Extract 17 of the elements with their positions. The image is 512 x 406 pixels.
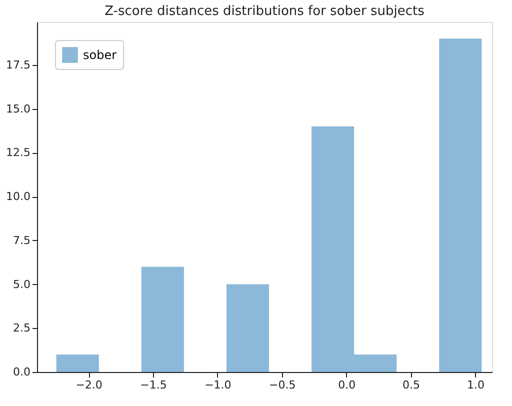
- y-tick-label: 7.5: [13, 234, 30, 247]
- legend-label: sober: [83, 48, 117, 62]
- chart-title: Z-score distances distributions for sober subjects: [104, 4, 425, 19]
- y-tick-label: 0.0: [13, 366, 30, 378]
- y-tick-label: 15.0: [6, 102, 30, 116]
- x-tick-label: 1.0: [466, 378, 484, 392]
- y-tick-label: 10.0: [6, 190, 30, 204]
- x-tick-label: −2.0: [76, 378, 102, 392]
- x-tick-label: 0.5: [402, 378, 420, 392]
- x-tick-label: −0.5: [269, 378, 296, 392]
- y-tick-label: 17.5: [6, 58, 30, 72]
- x-tick-label: −1.5: [140, 378, 167, 392]
- x-tick-label: 0.0: [338, 378, 356, 392]
- x-tick-label: −1.0: [204, 378, 232, 392]
- y-tick-label: 2.5: [13, 322, 30, 335]
- y-tick-label: 12.5: [6, 146, 30, 160]
- y-tick-label: 5.0: [13, 278, 30, 291]
